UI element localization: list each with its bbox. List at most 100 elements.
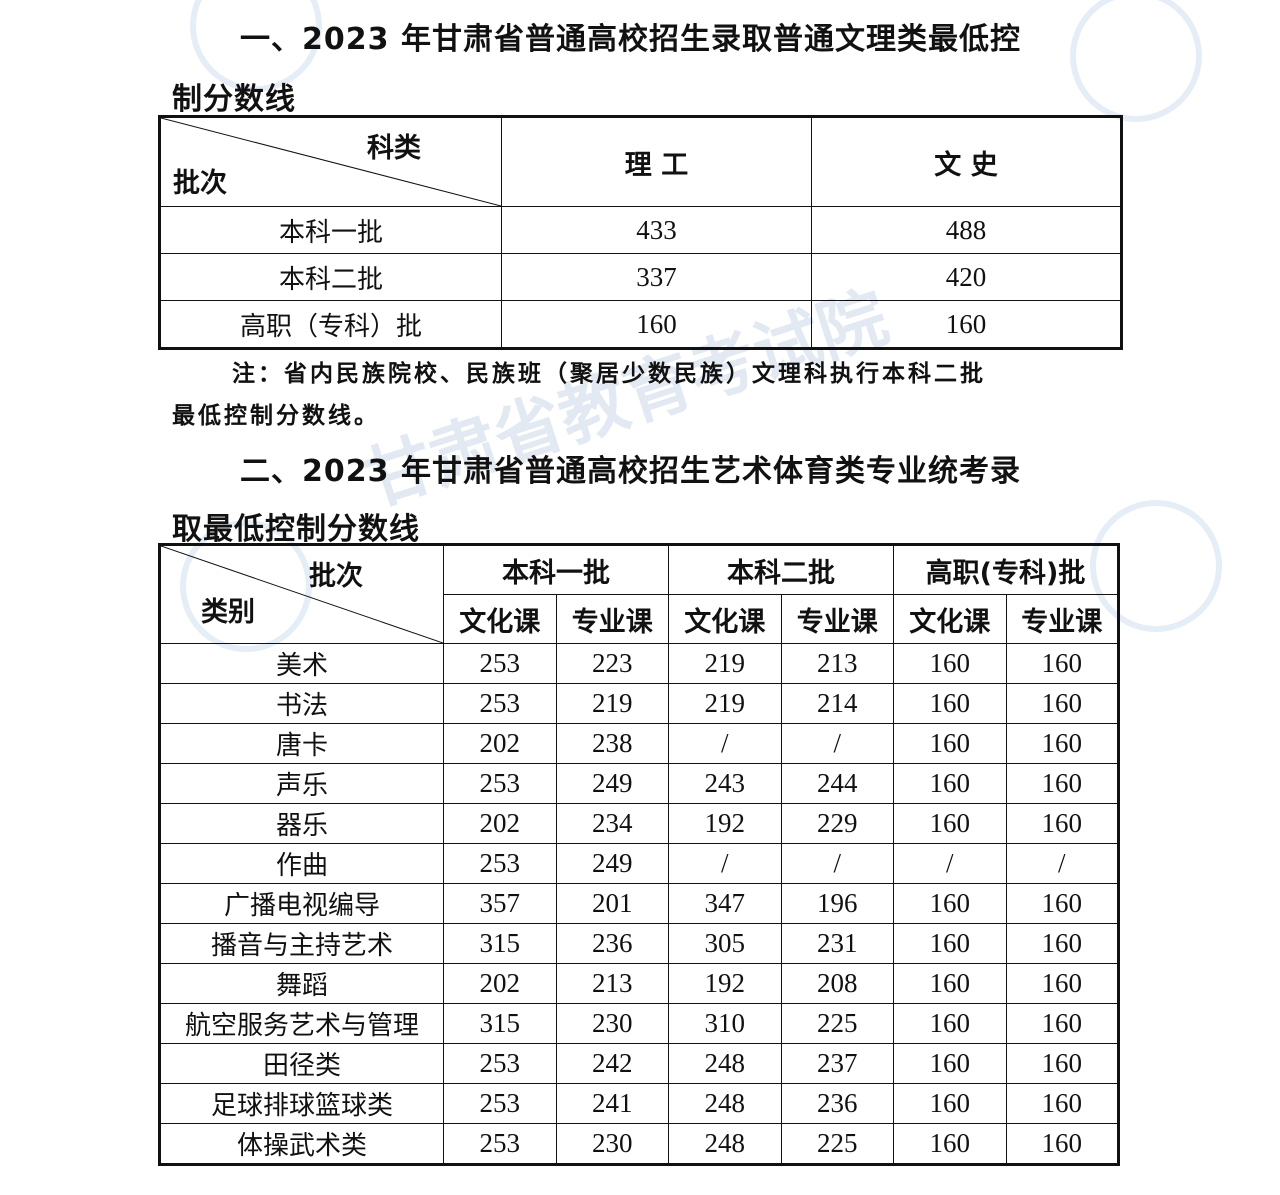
score-cell: 241 — [555, 1083, 669, 1124]
table-header-row: 科类 批次 理 工 文 史 — [159, 116, 1122, 207]
corner-bottom-label: 批次 — [173, 168, 227, 199]
batch-header: 本科二批 — [668, 544, 894, 595]
table-row: 作曲 253 249// / / — [159, 843, 1119, 884]
score-cell: 230 — [555, 1003, 669, 1044]
subcolumn-header: 专业课 — [780, 594, 894, 644]
score-cell: 225 — [780, 1123, 894, 1165]
score-cell: 160 — [893, 803, 1007, 844]
score-cell: 315 — [443, 1003, 557, 1044]
score-cell: 488 — [811, 206, 1122, 254]
subcolumn-header: 文化课 — [443, 594, 557, 644]
score-cell: 420 — [811, 253, 1122, 301]
score-cell: 160 — [1005, 723, 1119, 764]
subcolumn-header: 文化课 — [893, 594, 1007, 644]
table-header-row: 批次 类别 本科一批 本科二批 高职(专科)批 — [159, 544, 1119, 644]
batch-cell: 本科二批 — [159, 253, 502, 301]
score-cell: 160 — [1005, 683, 1119, 724]
score-cell: 192 — [668, 803, 782, 844]
score-cell: 160 — [1005, 1043, 1119, 1084]
art-sports-score-table: 批次 类别 本科一批 本科二批 高职(专科)批 文化课 专业课 文化课 专业课 文化课专… — [158, 543, 1120, 1166]
score-cell: 160 — [1005, 1003, 1119, 1044]
category-cell: 作曲 — [159, 843, 444, 884]
batch-header: 高职(专科)批 — [893, 544, 1119, 595]
score-cell: 160 — [1005, 803, 1119, 844]
section2-title-line1: 二、2023 年甘肃省普通高校招生艺术体育类专业统考录 — [240, 454, 1021, 489]
subcolumn-header: 专业课 — [1005, 594, 1119, 644]
column-header: 文 史 — [811, 116, 1122, 207]
score-cell: 357 — [443, 883, 557, 924]
note-line2: 最低控制分数线。 — [172, 402, 380, 429]
table-row: 本科一批 433 488 — [159, 206, 1122, 254]
section1-title-line1: 一、2023 年甘肃省普通高校招生录取普通文理类最低控 — [240, 22, 1021, 57]
category-cell: 书法 — [159, 683, 444, 724]
score-cell: 433 — [501, 206, 812, 254]
score-cell: 160 — [1005, 883, 1119, 924]
watermark-logo — [1070, 0, 1202, 122]
score-cell: 160 — [893, 1003, 1007, 1044]
score-cell: 253 — [443, 683, 557, 724]
score-cell: 225 — [780, 1003, 894, 1044]
score-cell: 337 — [501, 253, 812, 301]
category-cell: 舞蹈 — [159, 963, 444, 1004]
table-row: 足球排球篮球类 253 241 248 236 160 160 — [159, 1083, 1119, 1124]
score-cell: 238 — [555, 723, 669, 764]
table-row: 美术 253 223 219 213 160 160 — [159, 643, 1119, 684]
category-cell: 田径类 — [159, 1043, 444, 1084]
score-cell: 160 — [893, 1043, 1007, 1084]
score-cell: 249 — [555, 763, 669, 804]
score-cell: 160 — [811, 300, 1122, 349]
category-cell: 器乐 — [159, 803, 444, 844]
category-cell: 广播电视编导 — [159, 883, 444, 924]
score-cell: 219 — [668, 643, 782, 684]
score-cell: 160 — [1005, 923, 1119, 964]
subcolumn-header: 专业课 — [555, 594, 669, 644]
score-cell: 253 — [443, 1043, 557, 1084]
score-cell: 310 — [668, 1003, 782, 1044]
category-cell: 体操武术类 — [159, 1123, 444, 1165]
table-row: 唐卡 202 238//160 160 — [159, 723, 1119, 764]
table-row: 本科二批 337 420 — [159, 253, 1122, 301]
table-row: 体操武术类 253 230 248 225 160 160 — [159, 1123, 1119, 1165]
score-cell: 244 — [780, 763, 894, 804]
score-cell: 315 — [443, 923, 557, 964]
score-cell: 160 — [893, 1123, 1007, 1165]
score-cell: 160 — [893, 763, 1007, 804]
score-cell: 253 — [443, 763, 557, 804]
score-cell: 229 — [780, 803, 894, 844]
score-cell: 248 — [668, 1083, 782, 1124]
score-cell: 236 — [555, 923, 669, 964]
score-cell: 160 — [1005, 1123, 1119, 1165]
corner-top-label: 科类 — [367, 133, 421, 164]
score-cell: 160 — [893, 923, 1007, 964]
subcolumn-header-row: 文化课 专业课 文化课 专业课 文化课 专业课 — [160, 594, 1119, 644]
score-cell: 230 — [555, 1123, 669, 1165]
score-cell: 202 — [443, 723, 557, 764]
table-row: 舞蹈 202 213 192 208 160 160 — [159, 963, 1119, 1004]
score-cell: 242 — [555, 1043, 669, 1084]
table-row: 高职（专科）批 160 160 — [159, 300, 1122, 349]
category-cell: 唐卡 — [159, 723, 444, 764]
batch-cell: 本科一批 — [159, 206, 502, 254]
score-cell: 196 — [780, 883, 894, 924]
table-row: 器乐 202 234 192 229 160 160 — [159, 803, 1119, 844]
score-cell: 237 — [780, 1043, 894, 1084]
category-cell: 声乐 — [159, 763, 444, 804]
score-cell: 234 — [555, 803, 669, 844]
score-cell: 253 — [443, 643, 557, 684]
category-cell: 美术 — [159, 643, 444, 684]
score-cell: 160 — [501, 300, 812, 349]
note-line1: 注：省内民族院校、民族班（聚居少数民族）文理科执行本科二批 — [232, 360, 986, 387]
score-cell: / — [893, 843, 1007, 884]
corner-header: 批次 类别 — [159, 544, 444, 644]
score-cell: 219 — [668, 683, 782, 724]
table-row: 播音与主持艺术 315 236 305 231 160 160 — [159, 923, 1119, 964]
score-cell: 201 — [555, 883, 669, 924]
table-row: 声乐 253 249 243 244 160 160 — [159, 763, 1119, 804]
score-cell: 223 — [555, 643, 669, 684]
score-cell: 213 — [555, 963, 669, 1004]
corner-top-label: 批次 — [309, 561, 363, 592]
category-cell: 足球排球篮球类 — [159, 1083, 444, 1124]
table-row: 书法 253 219 219 214 160 160 — [159, 683, 1119, 724]
score-cell: 202 — [443, 803, 557, 844]
score-cell: 160 — [1005, 1083, 1119, 1124]
